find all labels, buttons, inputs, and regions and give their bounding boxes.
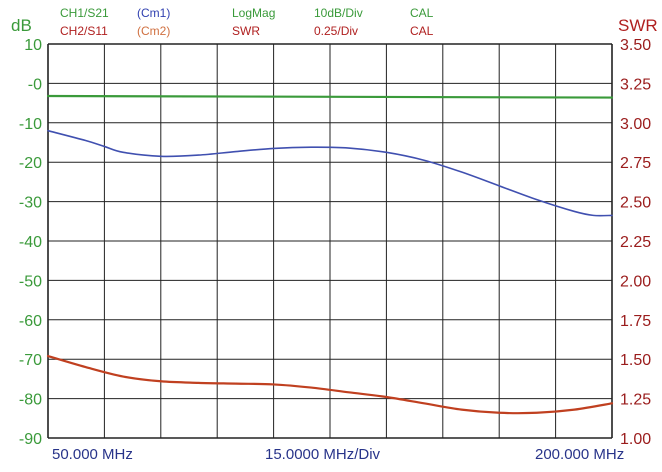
- left-tick-label: -30: [19, 195, 42, 212]
- swr-trace: [46, 354, 614, 415]
- right-axis-unit: SWR: [618, 16, 658, 35]
- cal2-label: CAL: [410, 24, 434, 38]
- s21-reference-trace: [46, 94, 614, 99]
- left-tick-label: -60: [19, 313, 42, 330]
- right-tick-label: 2.00: [620, 273, 651, 290]
- right-tick-label: 2.75: [620, 155, 651, 172]
- x-stop-label: 200.000 MHz: [535, 446, 625, 463]
- cal1-label: CAL: [410, 6, 434, 20]
- scale2-label: 0.25/Div: [314, 24, 359, 38]
- right-tick-label: 2.50: [620, 195, 651, 212]
- right-tick-label: 1.75: [620, 313, 651, 330]
- left-tick-label: 10: [24, 37, 42, 54]
- left-tick-label: -10: [19, 116, 42, 133]
- s21-trace: [47, 129, 613, 217]
- left-tick-label: -20: [19, 155, 42, 172]
- cm1-label: (Cm1): [137, 6, 171, 20]
- right-tick-label: 3.25: [620, 76, 651, 93]
- left-tick-label: -50: [19, 273, 42, 290]
- x-start-label: 50.000 MHz: [52, 446, 133, 463]
- left-axis-unit: dB: [11, 16, 32, 35]
- ch2-label: CH2/S11: [60, 24, 108, 38]
- left-tick-label: -0: [28, 76, 42, 93]
- left-tick-label: -70: [19, 352, 42, 369]
- left-tick-label: -90: [19, 431, 42, 448]
- right-tick-label: 3.50: [620, 37, 651, 54]
- right-tick-label: 1.50: [620, 352, 651, 369]
- right-tick-label: 1.25: [620, 392, 651, 409]
- format1-label: LogMag: [232, 6, 276, 20]
- scale1-label: 10dB/Div: [314, 6, 363, 20]
- left-tick-label: -40: [19, 234, 42, 251]
- right-tick-label: 2.25: [620, 234, 651, 251]
- ch1-label: CH1/S21: [60, 6, 109, 20]
- right-tick-label: 1.00: [620, 431, 651, 448]
- right-tick-label: 3.00: [620, 116, 651, 133]
- cm2-label: (Cm2): [137, 24, 171, 38]
- x-scale-label: 15.0000 MHz/Div: [265, 446, 381, 463]
- format2-label: SWR: [232, 24, 260, 38]
- left-tick-label: -80: [19, 392, 42, 409]
